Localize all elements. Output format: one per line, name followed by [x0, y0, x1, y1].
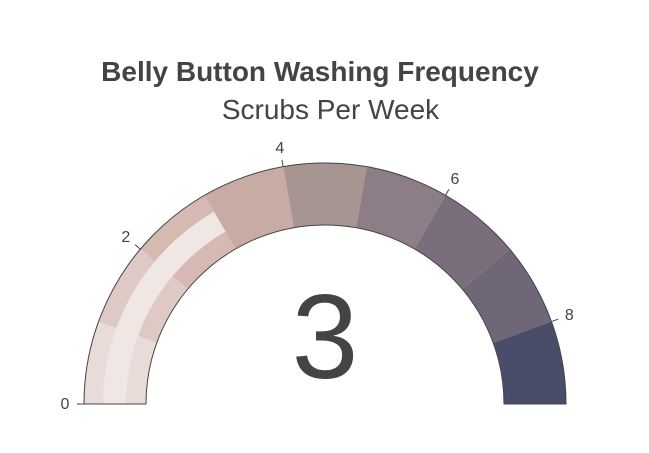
chart-title: Belly Button Washing Frequency: [101, 56, 539, 87]
gauge-step-8: [493, 321, 566, 404]
gauge-step-5: [356, 166, 446, 249]
gauge-tick-mark: [281, 159, 284, 167]
gauge-tick-mark: [134, 244, 141, 250]
gauge-step-4: [283, 163, 367, 228]
gauge-tick-label: 4: [275, 140, 284, 157]
gauge-outline: [83, 162, 567, 405]
gauge-step-7: [462, 249, 552, 343]
gauge-step-3: [204, 166, 294, 249]
gauge-tick-label: 8: [565, 307, 574, 324]
gauge-value-number: 3: [292, 270, 359, 404]
gauge-value-bar: [103, 211, 226, 404]
gauge-tick-mark: [551, 318, 559, 323]
gauge-tick-label: 0: [61, 396, 70, 413]
gauge-tick-label: 2: [121, 229, 130, 246]
chart-subtitle: Scrubs Per Week: [221, 94, 440, 125]
gauge-tick-mark: [445, 188, 450, 196]
gauge-step-6: [414, 195, 510, 289]
gauge-tick-label: 6: [451, 171, 460, 188]
